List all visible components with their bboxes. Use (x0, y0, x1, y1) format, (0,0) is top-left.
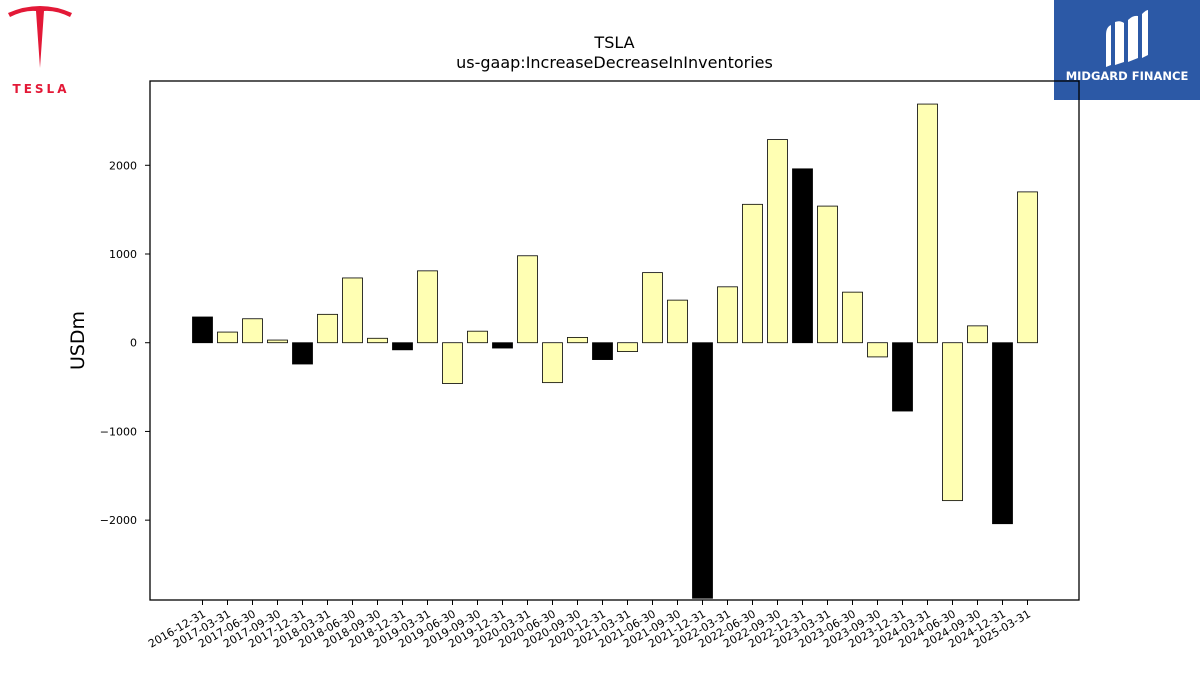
bar-2022-09-30 (767, 139, 788, 344)
y-tick-label: 0 (130, 337, 137, 350)
bar-2017-09-30 (267, 339, 288, 344)
midgard-finance-logo: MIDGARD FINANCE (1054, 0, 1200, 100)
bar-2020-06-30 (542, 342, 563, 384)
bar-2023-09-30 (867, 342, 888, 358)
midgard-m-mark (1106, 10, 1148, 67)
bar-2018-06-30 (342, 277, 363, 344)
y-tick-label: 2000 (109, 159, 137, 172)
bar-2023-06-30 (842, 291, 863, 344)
bar-2018-09-30 (367, 337, 388, 344)
bar-2023-03-31 (817, 205, 838, 344)
bar-2025-03-31 (1017, 191, 1038, 344)
tesla-logo (8, 6, 72, 68)
y-axis-ticks: −2000 −1000 0 1000 2000 (100, 159, 150, 527)
chart-subtitle: us-gaap:IncreaseDecreaseInInventories (456, 53, 773, 72)
bar-2017-12-31 (292, 342, 313, 365)
bar-2016-12-31 (192, 316, 213, 344)
bar-2023-12-31 (892, 342, 913, 412)
bar-2020-12-31 (592, 342, 613, 360)
plot-area-frame (149, 80, 1080, 601)
bar-2018-12-31 (392, 342, 413, 351)
bars-group (192, 103, 1038, 599)
bar-2021-03-31 (617, 342, 638, 352)
bar-2024-12-31 (992, 342, 1013, 525)
y-tick-label: −1000 (100, 425, 137, 438)
y-axis-label: USDm (67, 311, 89, 370)
bar-2021-09-30 (667, 299, 688, 344)
tesla-wordmark: TESLA (12, 82, 70, 96)
x-axis-ticks: 2016-12-312017-03-312017-06-302017-09-30… (146, 600, 1033, 651)
bar-2022-12-31 (792, 168, 813, 344)
bar-2024-09-30 (967, 325, 988, 344)
y-tick-label: −2000 (100, 514, 137, 527)
bar-2020-09-30 (567, 336, 588, 344)
tesla-t-mark (8, 6, 72, 68)
bar-2022-06-30 (742, 203, 763, 344)
bar-2017-03-31 (217, 331, 238, 344)
bar-2020-03-31 (517, 255, 538, 344)
bar-2019-06-30 (442, 342, 463, 384)
bar-2019-09-30 (467, 330, 488, 344)
bar-2021-12-31 (692, 342, 713, 599)
bar-2018-03-31 (317, 313, 338, 344)
bar-2019-12-31 (492, 342, 513, 349)
midgard-finance-wordmark: MIDGARD FINANCE (1065, 69, 1189, 83)
bar-2024-06-30 (942, 342, 963, 502)
y-tick-label: 1000 (109, 248, 137, 261)
bar-2019-03-31 (417, 270, 438, 344)
bar-2017-06-30 (242, 318, 263, 344)
bar-2021-06-30 (642, 272, 663, 344)
chart-title: TSLA (593, 33, 634, 52)
bar-2024-03-31 (917, 103, 938, 344)
bar-2022-03-31 (717, 286, 738, 344)
